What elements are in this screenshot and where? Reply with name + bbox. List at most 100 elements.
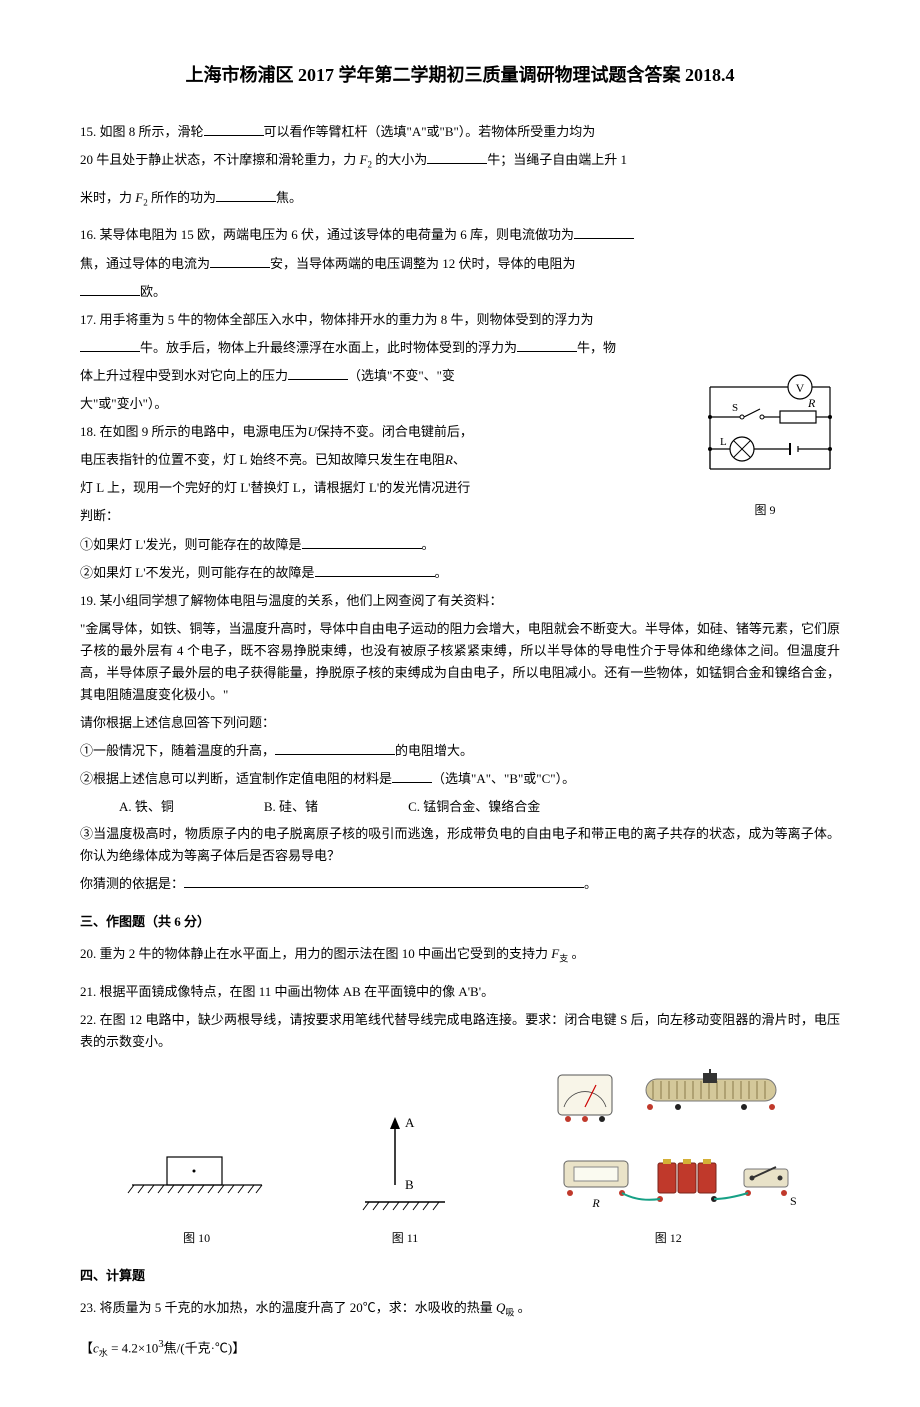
q19-e: 的电阻增大。 xyxy=(395,743,473,758)
q15-l2c: 牛；当绳子自由端上升 1 xyxy=(487,152,627,167)
r-var: R xyxy=(445,452,453,467)
q15-text-a: 15. 如图 8 所示，滑轮 xyxy=(80,124,204,139)
cw-sub: 水 xyxy=(99,1347,108,1357)
q15: 15. 如图 8 所示，滑轮 可以看作等臂杠杆（选填"A"或"B"）。若物体所受重… xyxy=(80,121,840,143)
q16-d: 欧。 xyxy=(140,284,166,299)
q16-l3: 欧。 xyxy=(80,281,840,303)
q19-i: 你猜测的依据是：。 xyxy=(80,873,840,895)
q19-options: A. 铁、铜 B. 硅、锗 C. 锰铜合金、镍络合金 xyxy=(119,796,840,818)
q16-c: 安，当导体两端的电压调整为 12 伏时，导体的电阻为 xyxy=(270,256,576,271)
q19-quote: "金属导体，如铁、铜等，当温度升高时，导体中自由电子运动的阻力会增大，电阻就会不… xyxy=(80,618,840,706)
q23-unit: 焦/(千克·℃)】 xyxy=(164,1340,246,1355)
q19-f: ②根据上述信息可以判断，适宜制作定值电阻的材料是 （选填"A"、"B"或"C"）。 xyxy=(80,768,840,790)
section-3-heading: 三、作图题（共 6 分） xyxy=(80,911,840,933)
figure-9: V S R L 图 9 xyxy=(690,369,840,520)
q23-c1: 【 xyxy=(80,1340,93,1355)
fig10-label: 图 10 xyxy=(122,1228,272,1248)
v-label: V xyxy=(796,381,805,395)
a-label: A xyxy=(405,1115,415,1130)
q17-b: 牛。放手后，物体上升最终漂浮在水面上，此时物体受到的浮力为 xyxy=(140,340,517,355)
figure-11: A B 图 11 xyxy=(355,1107,455,1248)
q15-l3a: 米时，力 xyxy=(80,190,132,205)
q16-b: 焦，通过导体的电流为 xyxy=(80,256,210,271)
q16: 16. 某导体电阻为 15 欧，两端电压为 6 伏，通过该导体的电荷量为 6 库… xyxy=(80,224,840,246)
q15-l2a: 20 牛且处于静止状态，不计摩擦和滑轮重力，力 xyxy=(80,152,356,167)
q21: 21. 根据平面镜成像特点，在图 11 中画出物体 AB 在平面镜中的像 A'B… xyxy=(80,981,840,1003)
blank xyxy=(184,875,584,888)
blank xyxy=(216,189,276,202)
q23-eq: = 4.2×10 xyxy=(108,1340,158,1355)
q20: 20. 重为 2 牛的物体静止在水平面上，用力的图示法在图 10 中画出它受到的… xyxy=(80,943,840,967)
opt-b: B. 硅、锗 xyxy=(264,796,318,818)
s-label: S xyxy=(732,402,738,414)
q18-opt1: ①如果灯 L'发光，则可能存在的故障是。 xyxy=(80,534,840,556)
blank xyxy=(288,367,348,380)
q23: 23. 将质量为 5 千克的水加热，水的温度升高了 20℃，求：水吸收的热量 Q… xyxy=(80,1297,840,1321)
q16-l2: 焦，通过导体的电流为 安，当导体两端的电压调整为 12 伏时，导体的电阻为 xyxy=(80,253,840,275)
q18-a: 18. 在如图 9 所示的电路中，电源电压为 xyxy=(80,424,308,439)
b-label: B xyxy=(405,1177,414,1192)
q20-b: 。 xyxy=(571,946,584,961)
blank xyxy=(302,536,422,549)
q19-c: 请你根据上述信息回答下列问题： xyxy=(80,712,840,734)
s-fig-label: S xyxy=(790,1194,797,1208)
q16-a: 16. 某导体电阻为 15 欧，两端电压为 6 伏，通过该导体的电荷量为 6 库… xyxy=(80,227,574,242)
blank xyxy=(210,255,270,268)
blank xyxy=(315,564,435,577)
q17-d: 体上升过程中受到水对它向上的压力 xyxy=(80,368,288,383)
q19-i-t: 你猜测的依据是： xyxy=(80,876,184,891)
blank xyxy=(574,226,634,239)
q15-l3c: 焦。 xyxy=(276,190,302,205)
q18-h: ②如果灯 L'不发光，则可能存在的故障是 xyxy=(80,565,315,580)
q18-b: 保持不变。闭合电键前后， xyxy=(317,424,473,439)
q17-e: （选填"不变"、"变 xyxy=(348,368,455,383)
page-title: 上海市杨浦区 2017 学年第二学期初三质量调研物理试题含答案 2018.4 xyxy=(80,60,840,91)
f2-sub: 2 xyxy=(367,159,372,169)
q15-line3: 米时，力 F2 所作的功为焦。 xyxy=(80,187,840,211)
q15-l2b: 的大小为 xyxy=(375,152,427,167)
blank xyxy=(392,770,432,783)
u-var: U xyxy=(308,424,317,439)
q-sub: 吸 xyxy=(505,1307,514,1317)
blank xyxy=(80,339,140,352)
blank xyxy=(204,123,264,136)
q19-f-t: ②根据上述信息可以判断，适宜制作定值电阻的材料是 xyxy=(80,771,392,786)
f-sub: 支 xyxy=(559,954,568,964)
q19-h: ③当温度极高时，物质原子内的电子脱离原子核的吸引而逃逸，形成带负电的自由电子和带… xyxy=(80,823,840,867)
blank xyxy=(275,742,395,755)
blank xyxy=(517,339,577,352)
fig11-label: 图 11 xyxy=(355,1228,455,1248)
q23-const: 【c水 = 4.2×103焦/(千克·℃)】 xyxy=(80,1335,840,1361)
q22: 22. 在图 12 电路中，缺少两根导线，请按要求用笔线代替导线完成电路连接。要… xyxy=(80,1009,840,1053)
q15-line2: 20 牛且处于静止状态，不计摩擦和滑轮重力，力 F2 的大小为牛；当绳子自由端上… xyxy=(80,149,840,173)
q17-a: 17. 用手将重为 5 牛的物体全部压入水中，物体排开水的重力为 8 牛，则物体… xyxy=(80,312,594,327)
q19-d: ①一般情况下，随着温度的升高， 的电阻增大。 xyxy=(80,740,840,762)
q19-d-t: ①一般情况下，随着温度的升高， xyxy=(80,743,275,758)
opt-a: A. 铁、铜 xyxy=(119,796,174,818)
f2-sub2: 2 xyxy=(143,197,148,207)
section-4-heading: 四、计算题 xyxy=(80,1265,840,1287)
q18-d: 、 xyxy=(453,452,466,467)
q17-c: 牛，物 xyxy=(577,340,616,355)
q20-a: 20. 重为 2 牛的物体静止在水平面上，用力的图示法在图 10 中画出它受到的… xyxy=(80,946,548,961)
figure-12: R S 图 12 xyxy=(538,1067,798,1248)
q17: 17. 用手将重为 5 牛的物体全部压入水中，物体排开水的重力为 8 牛，则物体… xyxy=(80,309,840,331)
blank xyxy=(427,151,487,164)
q15-l3b: 所作的功为 xyxy=(151,190,216,205)
q19-g: （选填"A"、"B"或"C"）。 xyxy=(432,771,575,786)
q18-g: ①如果灯 L'发光，则可能存在的故障是 xyxy=(80,537,302,552)
l-label: L xyxy=(720,436,727,448)
q15-text-b: 可以看作等臂杠杆（选填"A"或"B"）。若物体所受重力均为 xyxy=(264,124,596,139)
blank xyxy=(80,283,140,296)
q17-l2: 牛。放手后，物体上升最终漂浮在水面上，此时物体受到的浮力为 牛，物 xyxy=(80,337,840,359)
figure-10: 图 10 xyxy=(122,1127,272,1248)
opt-c: C. 锰铜合金、镍络合金 xyxy=(408,796,540,818)
r-label: R xyxy=(807,396,816,410)
q19: 19. 某小组同学想了解物体电阻与温度的关系，他们上网查阅了有关资料： xyxy=(80,590,840,612)
fig12-label: 图 12 xyxy=(538,1228,798,1248)
q18-opt2: ②如果灯 L'不发光，则可能存在的故障是。 xyxy=(80,562,840,584)
r-fig-label: R xyxy=(592,1196,601,1210)
q18-c: 电压表指针的位置不变，灯 L 始终不亮。已知故障只发生在电阻 xyxy=(80,452,445,467)
fig9-label: 图 9 xyxy=(690,500,840,520)
figures-row: 图 10 A B 图 11 xyxy=(80,1067,840,1248)
